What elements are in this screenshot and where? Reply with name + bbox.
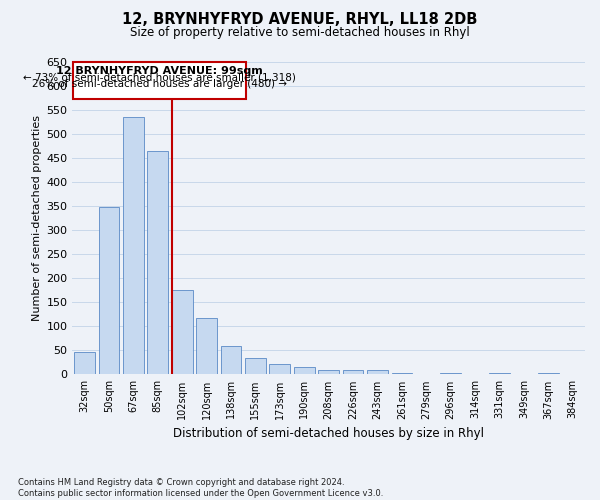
Bar — [148, 151, 168, 374]
Bar — [221, 346, 241, 374]
Text: Contains HM Land Registry data © Crown copyright and database right 2024.
Contai: Contains HM Land Registry data © Crown c… — [18, 478, 383, 498]
Bar — [343, 370, 364, 374]
X-axis label: Distribution of semi-detached houses by size in Rhyl: Distribution of semi-detached houses by … — [173, 427, 484, 440]
Bar — [196, 318, 217, 374]
Bar — [318, 370, 339, 374]
Bar — [269, 364, 290, 374]
Bar — [245, 358, 266, 374]
Bar — [172, 290, 193, 374]
Bar — [538, 372, 559, 374]
Bar — [440, 372, 461, 374]
Y-axis label: Number of semi-detached properties: Number of semi-detached properties — [32, 115, 42, 321]
Bar — [489, 373, 510, 374]
Text: 26% of semi-detached houses are larger (480) →: 26% of semi-detached houses are larger (… — [32, 80, 287, 90]
Bar — [294, 367, 314, 374]
Bar — [123, 117, 143, 374]
Bar — [74, 352, 95, 374]
Text: Size of property relative to semi-detached houses in Rhyl: Size of property relative to semi-detach… — [130, 26, 470, 39]
Bar — [98, 207, 119, 374]
Text: 12, BRYNHYFRYD AVENUE, RHYL, LL18 2DB: 12, BRYNHYFRYD AVENUE, RHYL, LL18 2DB — [122, 12, 478, 28]
Bar — [367, 370, 388, 374]
Text: ← 73% of semi-detached houses are smaller (1,318): ← 73% of semi-detached houses are smalle… — [23, 72, 296, 83]
FancyBboxPatch shape — [73, 62, 245, 99]
Text: 12 BRYNHYFRYD AVENUE: 99sqm: 12 BRYNHYFRYD AVENUE: 99sqm — [56, 66, 263, 76]
Bar — [392, 373, 412, 374]
